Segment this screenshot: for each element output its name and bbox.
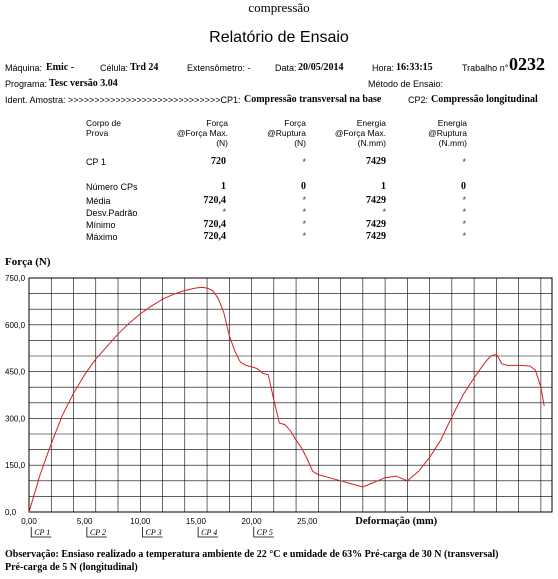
observacao-line-2: Pré-carga de 5 N (longitudinal) xyxy=(5,562,138,573)
cell-forca-ruptura: * xyxy=(302,219,306,229)
x-tick-label: 25,00 xyxy=(297,517,318,526)
x-tick-label: 20,00 xyxy=(242,517,263,526)
cell-forca-max: 1 xyxy=(221,181,226,192)
celula-label: Célula: xyxy=(100,63,129,73)
row-label: CP 1 xyxy=(86,157,106,167)
cell-energia-max: 7429 xyxy=(366,231,386,242)
y-tick-label: 150,0 xyxy=(5,461,26,470)
cell-forca-ruptura: * xyxy=(302,157,306,167)
celula-value: Trd 24 xyxy=(130,62,159,73)
document-title: compressão xyxy=(248,0,310,15)
row-label: Número CPs xyxy=(86,182,138,192)
col-header-forca-ruptura: Força @Ruptura (N) xyxy=(267,118,306,148)
row-label: Média xyxy=(86,196,111,206)
plot-area xyxy=(28,277,553,513)
cell-energia-max: 7429 xyxy=(366,156,386,167)
hora-label: Hora: xyxy=(372,63,395,73)
cp-marker-label: CP 5 xyxy=(257,528,273,537)
x-tick-label: 15,00 xyxy=(186,517,207,526)
cell-forca-ruptura: * xyxy=(302,195,306,205)
y-tick-label: 300,0 xyxy=(5,414,26,423)
cell-forca-ruptura: 0 xyxy=(301,181,306,192)
observacao-line-1: Observação: Ensiaso realizado a temperat… xyxy=(5,549,499,560)
cell-energia-ruptura: * xyxy=(462,207,466,217)
cp-marker xyxy=(30,527,52,538)
cell-energia-ruptura: * xyxy=(462,195,466,205)
cell-forca-max: 720 xyxy=(211,156,226,167)
trabalho-label: Trabalho n° xyxy=(462,63,509,73)
cell-energia-max: * xyxy=(382,207,386,217)
y-tick-label: 750,0 xyxy=(5,274,26,283)
cp-marker-label: CP 2 xyxy=(90,528,106,537)
extensometro-label: Extensômetro: - xyxy=(187,63,251,73)
row-label: Desv.Padrão xyxy=(86,208,138,218)
cp-marker xyxy=(142,527,163,538)
programa-value: Tesc versão 3.04 xyxy=(49,78,118,89)
cell-forca-max: 720,4 xyxy=(203,231,227,242)
x-axis-title: Deformação (mm) xyxy=(355,516,437,527)
maquina-value: Emic - xyxy=(46,62,75,73)
cell-energia-ruptura: * xyxy=(462,231,466,241)
row-label: Máximo xyxy=(86,232,118,242)
cell-forca-max: 720,4 xyxy=(203,219,227,230)
cell-energia-max: 7429 xyxy=(366,219,386,230)
cell-energia-max: 1 xyxy=(381,181,386,192)
x-tick-label: 10,00 xyxy=(130,517,151,526)
cp-marker-label: CP 1 xyxy=(34,528,50,537)
force-deformation-chart: 750,0 600,0 450,0 300,0 150,0 0,0 0,00 5,00 10,0… xyxy=(5,274,553,538)
col-header-corpo-prova: Corpo de Prova xyxy=(86,118,121,138)
x-tick-label: 5,00 xyxy=(77,517,93,526)
cp-marker xyxy=(197,527,219,538)
maquina-label: Máquina: xyxy=(5,63,43,73)
cell-forca-ruptura: * xyxy=(302,231,306,241)
hora-value: 16:33:15 xyxy=(396,62,433,73)
trabalho-value: 0232 xyxy=(509,54,545,74)
programa-label: Programa: xyxy=(5,79,48,89)
cell-forca-max: 720,4 xyxy=(203,195,227,206)
cp-marker xyxy=(253,527,274,538)
cp2-label: CP2: xyxy=(408,95,429,105)
cp2-value: Compressão longitudinal xyxy=(431,94,538,105)
x-tick-label: 0,00 xyxy=(21,517,37,526)
cp-marker xyxy=(86,527,107,538)
cell-forca-max: * xyxy=(222,207,226,217)
row-label: Mínimo xyxy=(86,220,116,230)
y-tick-label: 450,0 xyxy=(5,368,26,377)
report-title: Relatório de Ensaio xyxy=(209,29,349,46)
col-header-energia-max: Energia @Força Max. (N.mm) xyxy=(334,118,386,148)
col-header-energia-ruptura: Energia @Ruptura (N.mm) xyxy=(428,118,467,148)
cell-energia-ruptura: * xyxy=(462,157,466,167)
cell-energia-ruptura: 0 xyxy=(461,181,466,192)
series-line xyxy=(28,286,545,513)
y-tick-label: 600,0 xyxy=(5,321,26,330)
ident-amostra-label: Ident. Amostra: >>>>>>>>>>>>>>>>>>>>>>>>… xyxy=(5,95,241,105)
data-value: 20/05/2014 xyxy=(298,62,344,73)
cp-marker-label: CP 3 xyxy=(146,528,162,537)
data-label: Data: xyxy=(275,63,297,73)
cell-energia-ruptura: * xyxy=(462,219,466,229)
y-axis-title: Força (N) xyxy=(5,256,51,268)
cell-forca-ruptura: * xyxy=(302,207,306,217)
cell-energia-max: 7429 xyxy=(366,195,386,206)
y-tick-label: 0,0 xyxy=(5,508,17,517)
col-header-forca-max: Força @Força Max. (N) xyxy=(176,118,228,148)
metodo-label: Método de Ensaio: xyxy=(368,79,444,89)
cp1-value: Compressão transversal na base xyxy=(244,94,382,105)
cp-marker-label: CP 4 xyxy=(201,528,217,537)
